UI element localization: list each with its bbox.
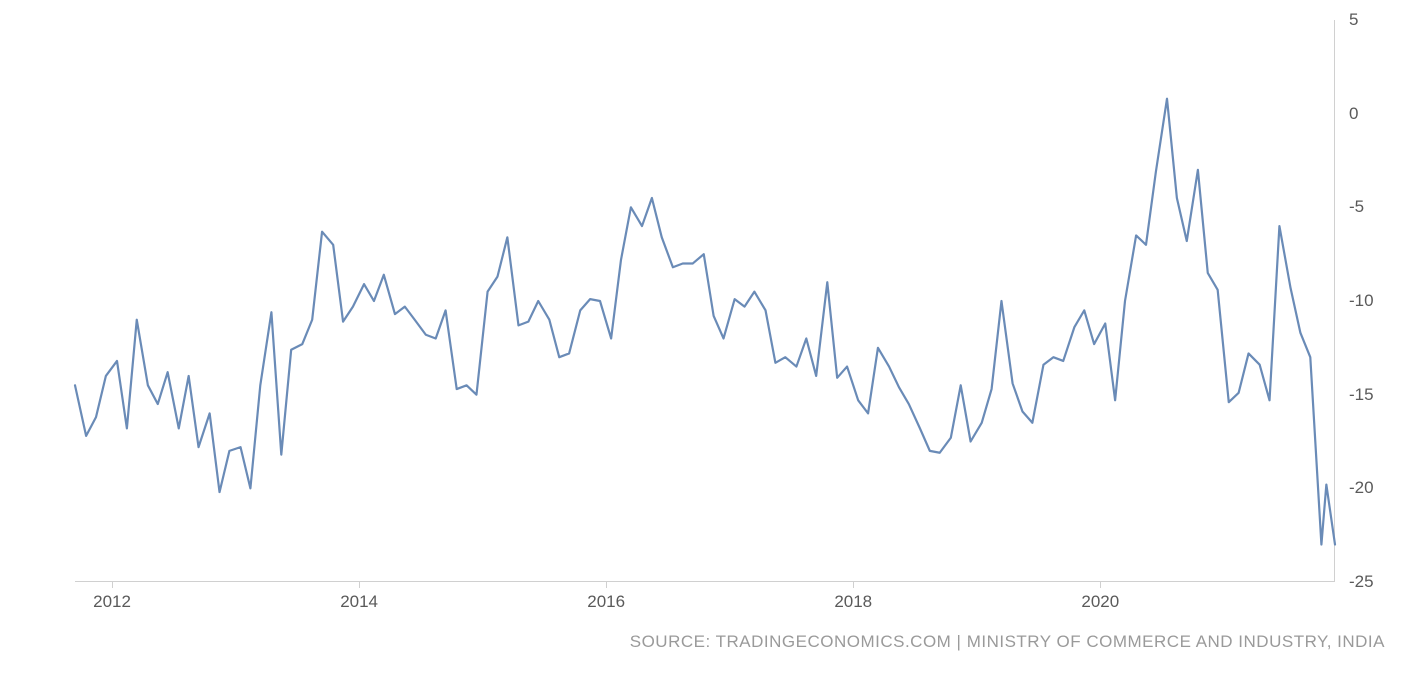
x-tick-label: 2012 bbox=[93, 592, 131, 612]
x-tick-label: 2014 bbox=[340, 592, 378, 612]
y-tick-label: -25 bbox=[1349, 572, 1374, 592]
series-line bbox=[75, 99, 1335, 545]
y-tick-label: -15 bbox=[1349, 385, 1374, 405]
y-tick-label: 5 bbox=[1349, 10, 1358, 30]
chart-container: -25 -20 -15 -10 -5 0 5 2012 2014 2016 2018 2020 SO… bbox=[0, 0, 1405, 677]
y-tick-label: -10 bbox=[1349, 291, 1374, 311]
x-tick-mark bbox=[1100, 582, 1101, 588]
x-tick-label: 2016 bbox=[587, 592, 625, 612]
x-tick-mark bbox=[359, 582, 360, 588]
source-label: SOURCE: TRADINGECONOMICS.COM | MINISTRY … bbox=[630, 632, 1385, 652]
chart-svg bbox=[75, 20, 1335, 582]
x-tick-mark bbox=[853, 582, 854, 588]
y-tick-label: 0 bbox=[1349, 104, 1358, 124]
x-tick-mark bbox=[606, 582, 607, 588]
x-tick-label: 2018 bbox=[834, 592, 872, 612]
y-tick-label: -20 bbox=[1349, 478, 1374, 498]
x-tick-label: 2020 bbox=[1081, 592, 1119, 612]
x-tick-mark bbox=[112, 582, 113, 588]
y-tick-label: -5 bbox=[1349, 197, 1364, 217]
source-wrap: SOURCE: TRADINGECONOMICS.COM | MINISTRY … bbox=[0, 632, 1385, 656]
plot-area bbox=[75, 20, 1335, 582]
